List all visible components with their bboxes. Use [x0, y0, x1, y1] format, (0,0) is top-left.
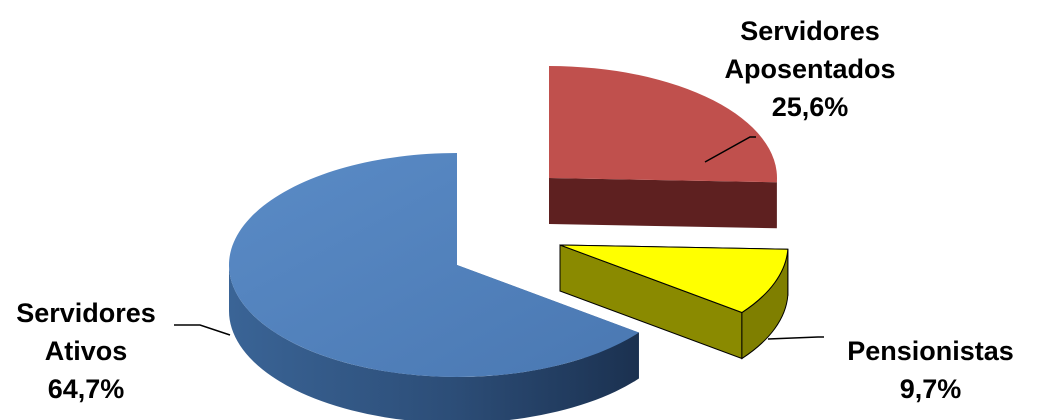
label-ativos-value: 64,7% — [0, 370, 172, 408]
label-pensionistas: Pensionistas 9,7% — [818, 332, 1043, 408]
leader-line-ativos — [174, 325, 230, 335]
label-ativos-line-1: Servidores — [0, 294, 172, 332]
label-pensionistas-value: 9,7% — [818, 370, 1043, 408]
leader-line-pensionistas — [768, 337, 824, 339]
label-aposentados-line-1: Servidores — [705, 12, 915, 50]
slice-servidores-aposentados-cut-face — [549, 178, 777, 228]
label-pensionistas-line-1: Pensionistas — [818, 332, 1043, 370]
label-aposentados-line-2: Aposentados — [705, 50, 915, 88]
label-servidores-aposentados: Servidores Aposentados 25,6% — [705, 12, 915, 126]
label-aposentados-value: 25,6% — [705, 88, 915, 126]
label-ativos-line-2: Ativos — [0, 332, 172, 370]
label-servidores-ativos: Servidores Ativos 64,7% — [0, 294, 172, 408]
